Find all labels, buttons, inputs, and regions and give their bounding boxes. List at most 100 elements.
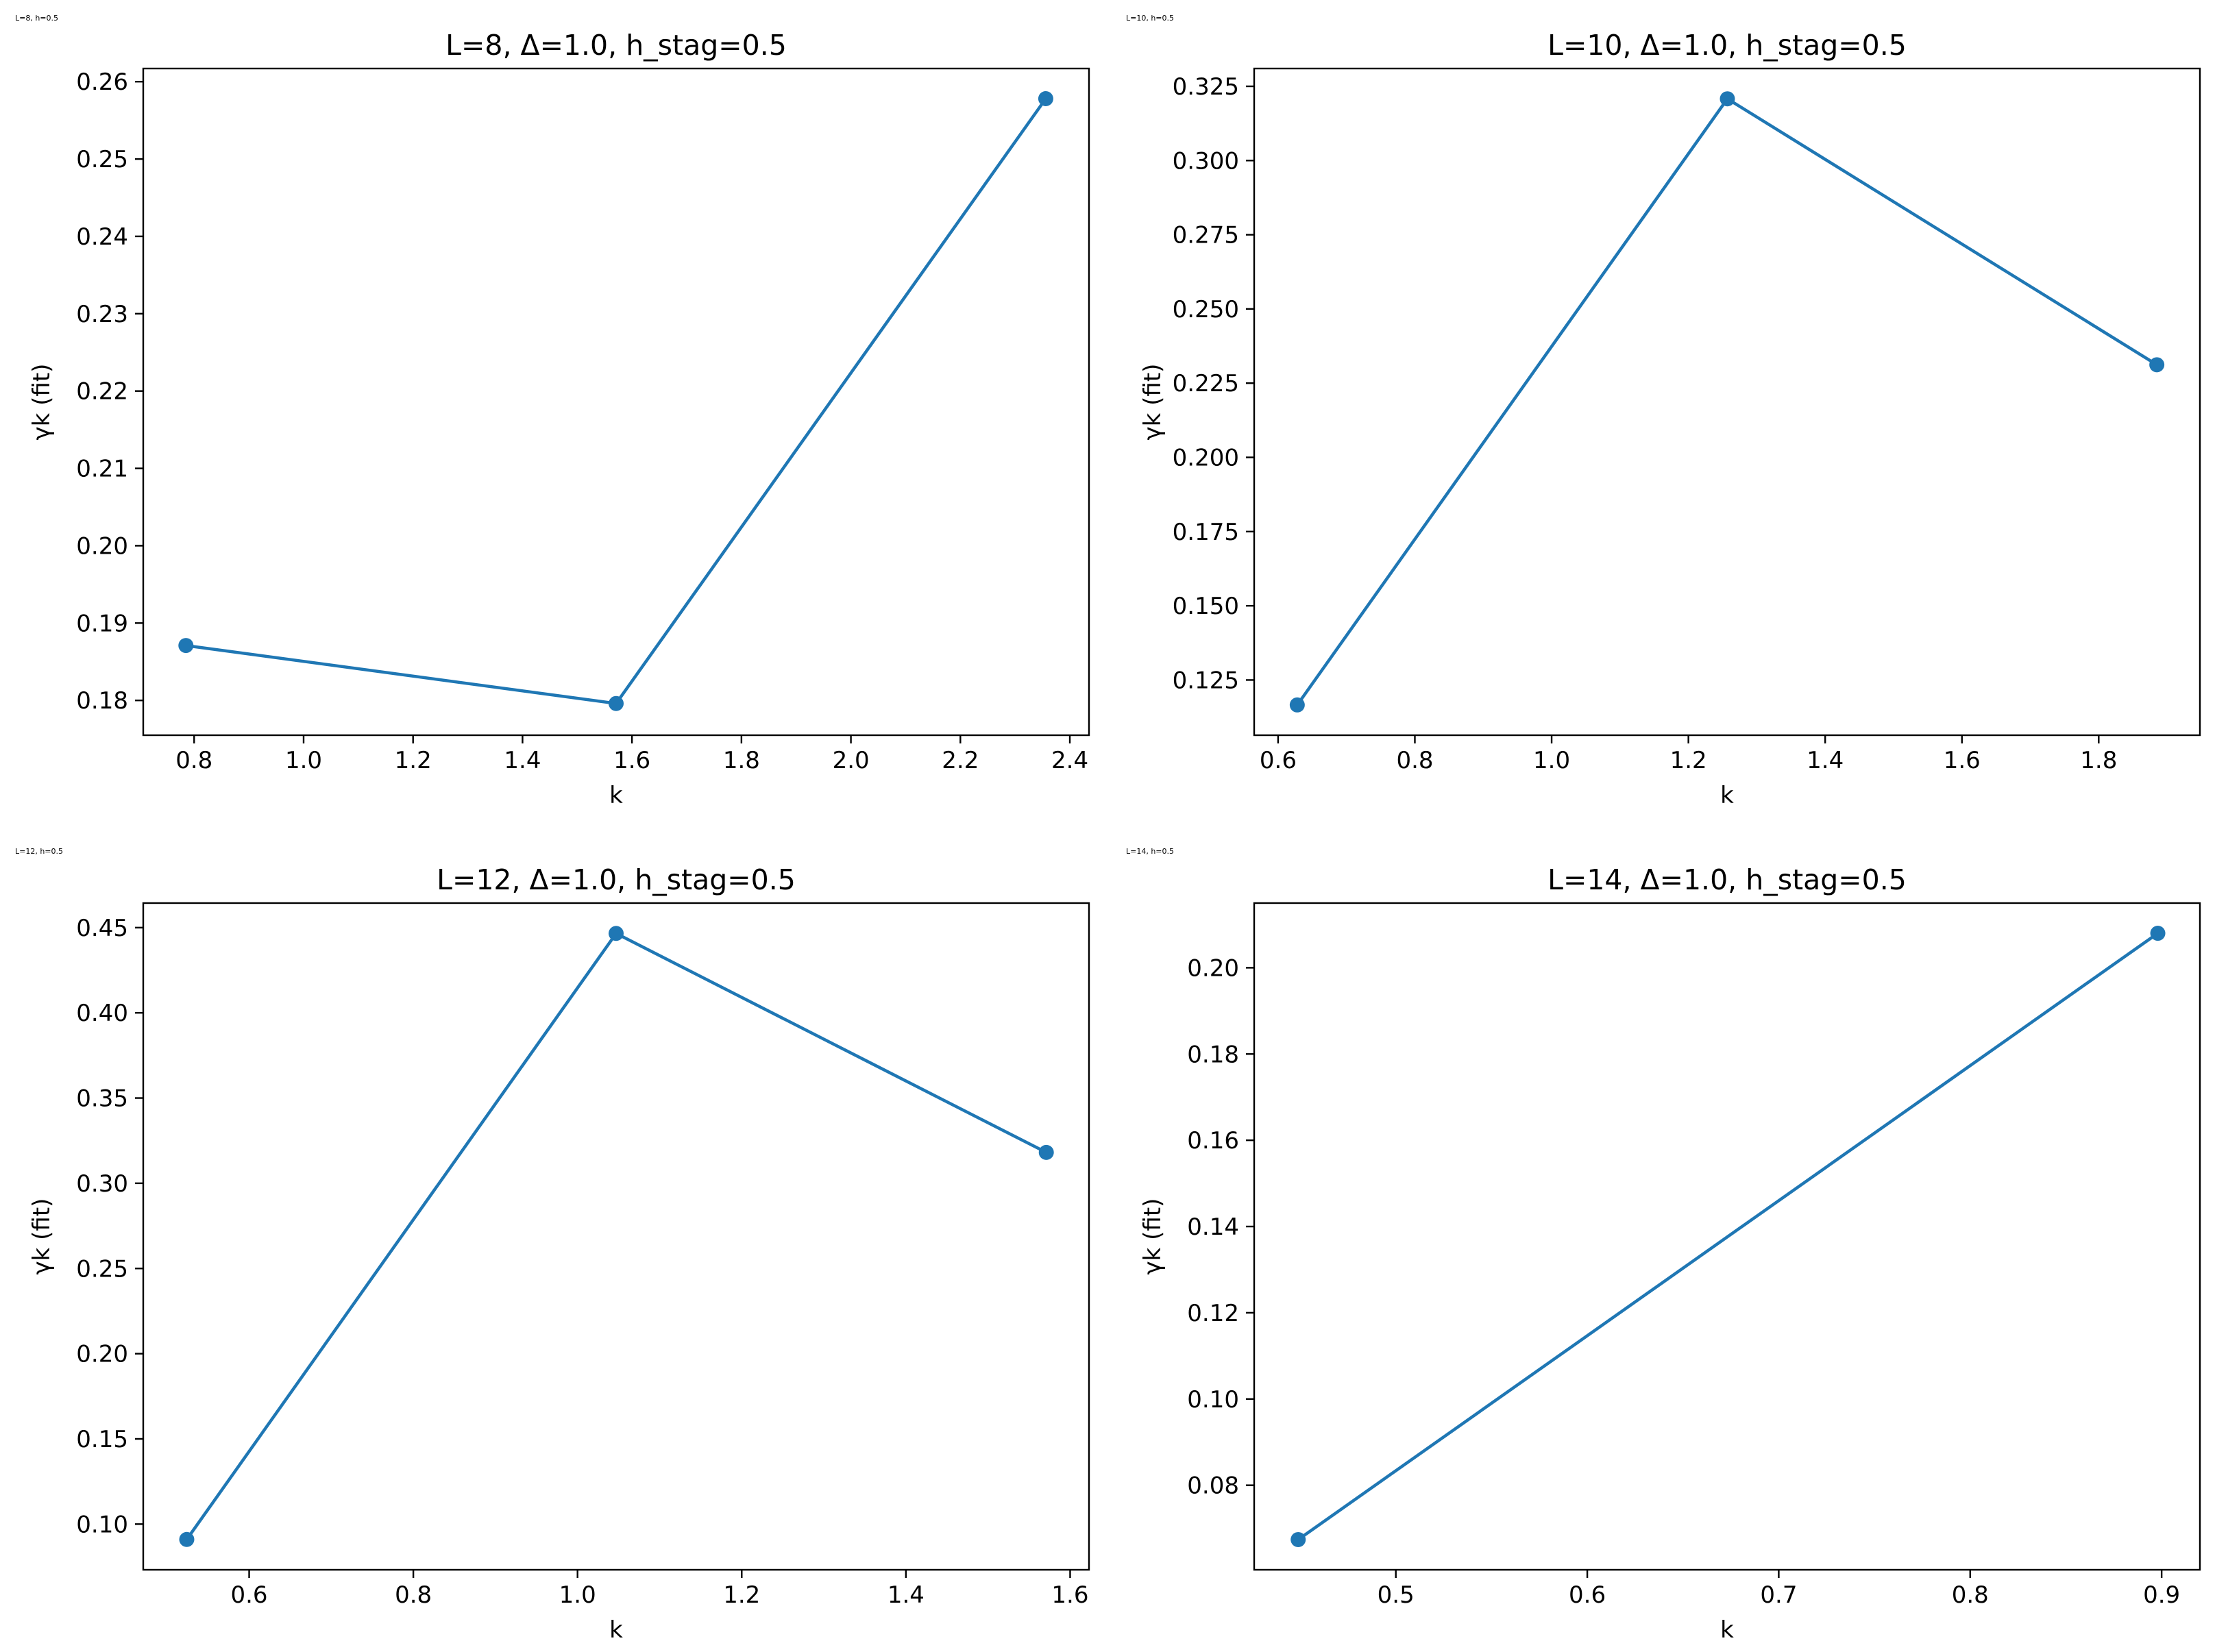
y-axis-label: γk (fit) [28,1198,56,1275]
y-tick-label: 0.45 [76,915,128,942]
subplot-3: L=12, h=0.5 L=12, Δ=1.0, h_stag=0.5 0.6 0.8… [15,847,1090,1644]
series-line [1296,97,2158,706]
data-point [609,695,624,711]
x-tick-label: 2.4 [1051,747,1088,774]
y-tick-label: 0.20 [76,532,128,560]
x-tick-label: 0.6 [230,1581,267,1609]
x-axis-label: k [609,1616,623,1644]
x-tick-label: 2.0 [833,747,870,774]
y-tick-label: 0.35 [76,1085,128,1113]
x-tick-label: 0.8 [175,747,212,774]
y-tick-label: 0.18 [76,687,128,715]
y-tick-label: 0.26 [76,69,128,96]
data-point [179,1531,195,1547]
y-tick-label: 0.10 [76,1511,128,1538]
y-axis-label: γk (fit) [28,364,56,441]
x-tick-label: 0.7 [1760,1581,1797,1609]
x-axis-label: k [1720,1616,1734,1644]
series-line [185,97,1047,705]
y-tick-label: 0.20 [1187,954,1239,982]
y-tick-label: 0.22 [76,378,128,406]
y-tick-label: 0.23 [76,301,128,328]
x-tick-label: 1.6 [1944,747,1981,774]
y-tick-label: 0.200 [1173,445,1239,472]
y-tick-label: 0.21 [76,456,128,483]
y-tick-label: 0.25 [76,146,128,173]
x-tick-label: 0.8 [395,1581,432,1609]
chart-title: L=8, Δ=1.0, h_stag=0.5 [445,29,787,62]
data-point [609,926,624,941]
y-tick-label: 0.175 [1173,519,1239,546]
x-tick-label: 1.8 [723,747,760,774]
y-tick-label: 0.18 [1187,1041,1239,1068]
subplot-2: L=10, h=0.5 L=10, Δ=1.0, h_stag=0.5 0.6 0.8… [1126,14,2201,809]
x-axis-label: k [1720,782,1734,809]
subplot-1: L=8, h=0.5 L=8, Δ=1.0, h_stag=0.5 0.8 1.0 1.… [15,14,1090,809]
x-tick-label: 0.9 [2143,1581,2180,1609]
series-line [185,932,1047,1541]
series-line [1297,932,2159,1541]
x-tick-label: 0.8 [1952,1581,1989,1609]
plot-frame [1253,902,2201,1571]
corner-note: L=12, h=0.5 [15,847,63,856]
data-point [1289,697,1305,713]
data-point [2150,926,2166,941]
x-tick-label: 1.0 [285,747,322,774]
y-tick-label: 0.125 [1173,667,1239,694]
x-tick-label: 1.2 [1670,747,1707,774]
x-tick-label: 1.6 [1051,1581,1088,1609]
y-tick-label: 0.30 [76,1170,128,1198]
data-point [1038,91,1053,107]
chart-title: L=14, Δ=1.0, h_stag=0.5 [1547,863,1907,896]
x-tick-label: 1.8 [2080,747,2117,774]
y-tick-label: 0.10 [1187,1386,1239,1414]
y-tick-label: 0.325 [1173,73,1239,101]
plot-frame [1253,67,2201,737]
x-tick-label: 0.8 [1396,747,1433,774]
x-tick-label: 0.6 [1260,747,1297,774]
data-point [2149,357,2165,373]
chart-title: L=12, Δ=1.0, h_stag=0.5 [437,863,796,896]
x-axis-label: k [609,782,623,809]
y-tick-label: 0.19 [76,610,128,637]
y-tick-label: 0.275 [1173,222,1239,249]
chart-title: L=10, Δ=1.0, h_stag=0.5 [1547,29,1907,62]
y-tick-label: 0.14 [1187,1213,1239,1241]
x-tick-label: 2.2 [942,747,979,774]
x-tick-label: 1.4 [1807,747,1844,774]
y-axis-label: γk (fit) [1139,1198,1166,1275]
y-tick-label: 0.16 [1187,1127,1239,1155]
plot-frame [142,902,1090,1571]
x-tick-label: 0.5 [1378,1581,1415,1609]
y-tick-label: 0.08 [1187,1472,1239,1500]
data-point [1290,1531,1306,1547]
x-tick-label: 1.0 [1533,747,1570,774]
y-tick-label: 0.20 [76,1341,128,1368]
y-tick-label: 0.250 [1173,296,1239,323]
data-point [178,638,194,654]
y-tick-label: 0.40 [76,1000,128,1027]
x-tick-label: 0.6 [1569,1581,1606,1609]
x-tick-label: 1.4 [504,747,541,774]
y-tick-label: 0.300 [1173,147,1239,175]
y-tick-label: 0.12 [1187,1300,1239,1327]
y-tick-label: 0.25 [76,1255,128,1283]
corner-note: L=14, h=0.5 [1126,847,1174,856]
y-tick-label: 0.150 [1173,593,1239,620]
y-tick-label: 0.225 [1173,370,1239,397]
x-tick-label: 1.2 [723,1581,760,1609]
x-tick-label: 1.6 [613,747,650,774]
y-tick-label: 0.24 [76,223,128,251]
subplot-4: L=14, h=0.5 L=14, Δ=1.0, h_stag=0.5 0.5 0.6… [1126,847,2201,1644]
y-tick-label: 0.15 [76,1426,128,1453]
corner-note: L=10, h=0.5 [1126,14,1174,23]
x-tick-label: 1.0 [559,1581,596,1609]
corner-note: L=8, h=0.5 [15,14,58,23]
x-tick-label: 1.2 [395,747,432,774]
data-point [1038,1144,1054,1160]
x-tick-label: 1.4 [888,1581,925,1609]
plot-frame [142,67,1090,737]
y-axis-label: γk (fit) [1139,364,1166,441]
data-point [1720,91,1735,107]
